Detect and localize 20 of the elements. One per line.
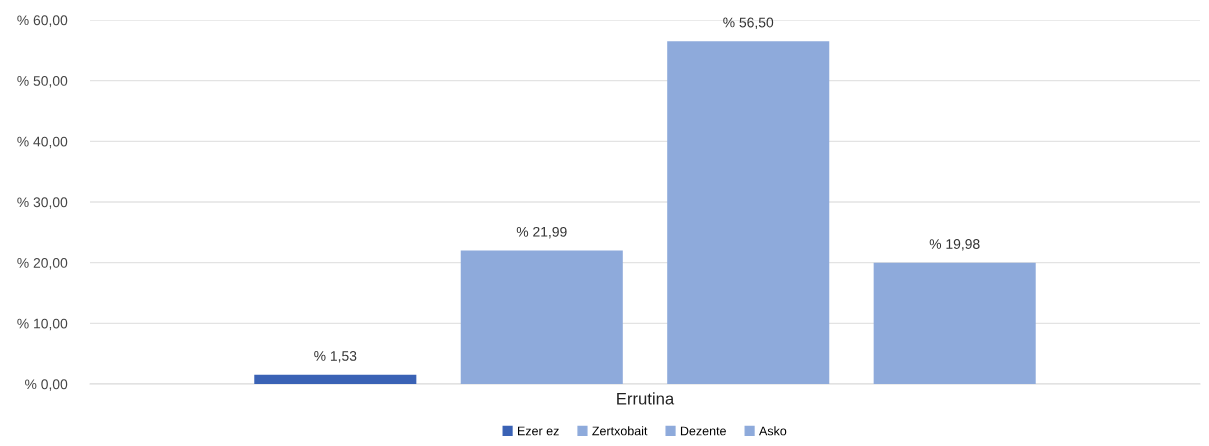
bar [460,250,623,384]
data-label: % 21,99 [516,226,567,239]
bar [254,374,417,384]
data-label: % 19,98 [929,239,980,251]
legend-label: Ezer ez [518,426,559,436]
y-tick-label: % 20,00 [17,258,68,270]
y-tick-label: % 40,00 [17,136,68,149]
y-tick-label: % 10,00 [17,318,68,331]
bar [873,262,1036,384]
bar [667,41,830,384]
legend-label: Zertxobait [592,426,648,436]
y-tick-label: % 0,00 [25,379,68,391]
legend-label: Asko [759,426,787,436]
y-tick-label: % 30,00 [17,197,68,209]
legend-label: Dezente [680,426,726,436]
x-tick-label: Errutina [617,392,675,405]
y-tick-label: % 60,00 [17,15,68,27]
y-tick-label: % 50,00 [17,76,68,88]
data-label: % 56,50 [723,17,774,30]
data-label: % 1,53 [314,351,357,363]
